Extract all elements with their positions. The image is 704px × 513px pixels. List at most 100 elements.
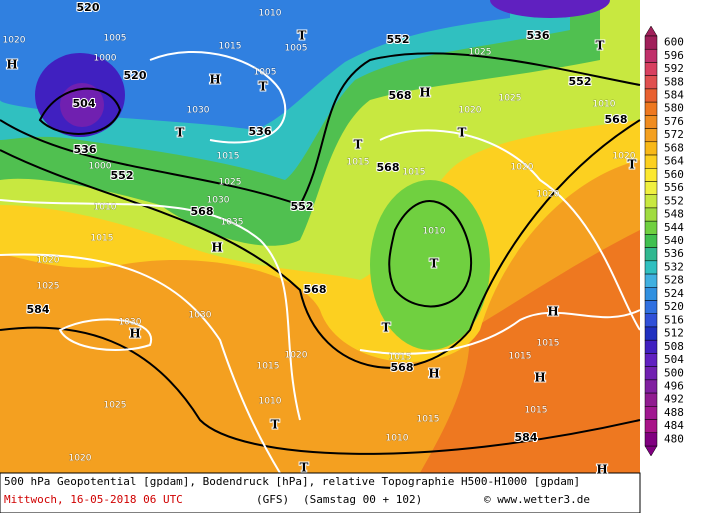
colorbar-swatch — [644, 128, 658, 143]
pressure-label: 1030 — [119, 318, 142, 328]
pressure-label: 1025 — [499, 94, 522, 104]
geopotential-label: 568 — [191, 205, 214, 218]
colorbar-swatch — [644, 88, 658, 103]
pressure-label: 1020 — [511, 163, 534, 173]
low-north — [490, 0, 610, 18]
pressure-label: 1010 — [423, 227, 446, 237]
high-low-symbol: T — [596, 39, 605, 53]
high-low-symbol: T — [628, 158, 637, 172]
colorbar-swatch — [644, 101, 658, 116]
colorbar-label: 592 — [664, 62, 684, 75]
pressure-label: 1010 — [386, 434, 409, 444]
pressure-label: 1020 — [285, 351, 308, 361]
high-low-symbol: H — [419, 86, 430, 100]
colorbar-label: 516 — [664, 313, 684, 326]
high-low-symbol: T — [298, 29, 307, 43]
geopotential-label: 584 — [515, 431, 538, 444]
colorbar-swatch — [644, 247, 658, 262]
high-low-symbol: H — [209, 73, 220, 87]
colorbar-label: 584 — [664, 89, 684, 102]
colorbar-label: 484 — [664, 419, 684, 432]
map-labels: 5201020H10051000520504536100055210101015… — [2, 0, 637, 478]
footer-date: Mittwoch, 16-05-2018 06 UTC — [4, 493, 183, 506]
pressure-contours — [0, 51, 641, 474]
colorbar-swatch — [644, 313, 658, 328]
colorbar-cap — [644, 25, 658, 37]
colorbar: 6005965925885845805765725685645605565525… — [644, 25, 684, 457]
pressure-label: 1030 — [207, 196, 230, 206]
colorbar-label: 532 — [664, 260, 684, 273]
pressure-label: 1015 — [389, 353, 412, 363]
colorbar-label: 588 — [664, 75, 684, 88]
colorbar-swatch — [644, 392, 658, 407]
colorbar-swatch — [644, 379, 658, 394]
colorbar-swatch — [644, 366, 658, 381]
colorbar-swatch — [644, 273, 658, 288]
geopotential-label: 568 — [605, 113, 628, 126]
colorbar-label: 496 — [664, 379, 684, 392]
pressure-label: 1020 — [537, 190, 560, 200]
colorbar-label: 580 — [664, 102, 684, 115]
pressure-label: 1030 — [187, 106, 210, 116]
colorbar-swatch — [644, 115, 658, 129]
colorbar-label: 480 — [664, 432, 684, 445]
colorbar-swatch — [644, 406, 658, 420]
colorbar-swatch — [644, 419, 658, 434]
geopotential-label: 536 — [527, 29, 550, 42]
colorbar-label: 564 — [664, 155, 684, 168]
pressure-label: 1020 — [69, 454, 92, 464]
pressure-label: 1020 — [459, 106, 482, 116]
geopotential-label: 520 — [77, 1, 100, 14]
pressure-label: 1005 — [254, 68, 277, 78]
pressure-label: 1015 — [417, 415, 440, 425]
geopotential-label: 552 — [387, 33, 410, 46]
colorbar-swatch — [644, 287, 658, 301]
colorbar-swatch — [644, 154, 658, 169]
pressure-label: 1000 — [89, 162, 112, 172]
pressure-label: 1015 — [537, 339, 560, 349]
pressure-label: 1015 — [257, 362, 280, 372]
pressure-label: 1005 — [104, 34, 127, 44]
footer-title: 500 hPa Geopotential [gpdam], Bodendruck… — [4, 475, 580, 488]
colorbar-label: 524 — [664, 287, 684, 300]
pressure-label: 1015 — [91, 234, 114, 244]
map — [0, 0, 641, 474]
geopotential-label: 520 — [124, 69, 147, 82]
footer-model: (GFS) — [256, 493, 289, 506]
colorbar-label: 500 — [664, 366, 684, 379]
colorbar-label: 520 — [664, 300, 684, 313]
pressure-label: 1030 — [189, 311, 212, 321]
colorbar-label: 536 — [664, 247, 684, 260]
high-low-symbol: T — [300, 461, 309, 475]
low-center — [60, 83, 104, 127]
pressure-label: 1025 — [104, 401, 127, 411]
geopotential-label: 552 — [111, 169, 134, 182]
colorbar-label: 596 — [664, 49, 684, 62]
colorbar-label: 568 — [664, 141, 684, 154]
pressure-label: 1020 — [613, 152, 636, 162]
colorbar-swatch — [644, 48, 658, 63]
high-low-symbol: T — [271, 418, 280, 432]
geopotential-label: 536 — [74, 143, 97, 156]
colorbar-swatch — [644, 194, 658, 209]
colorbar-swatch — [644, 326, 658, 341]
colorbar-label: 548 — [664, 208, 684, 221]
geopotential-label: 568 — [391, 361, 414, 374]
pressure-label: 1015 — [509, 352, 532, 362]
pressure-label: 1010 — [94, 203, 117, 213]
high-low-symbol: T — [354, 138, 363, 152]
pressure-label: 1010 — [259, 9, 282, 19]
high-low-symbol: H — [596, 463, 607, 477]
pressure-label: 1010 — [259, 397, 282, 407]
colorbar-label: 492 — [664, 393, 684, 406]
pressure-label: 1025 — [469, 48, 492, 58]
colorbar-cap — [644, 445, 658, 457]
high-low-symbol: T — [458, 126, 467, 140]
colorbar-label: 540 — [664, 234, 684, 247]
blue-area — [0, 0, 510, 130]
footer-run: (Samstag 00 + 102) — [303, 493, 422, 506]
high-low-symbol: T — [430, 257, 439, 271]
colorbar-swatch — [644, 234, 658, 248]
pressure-label: 1015 — [219, 42, 242, 52]
